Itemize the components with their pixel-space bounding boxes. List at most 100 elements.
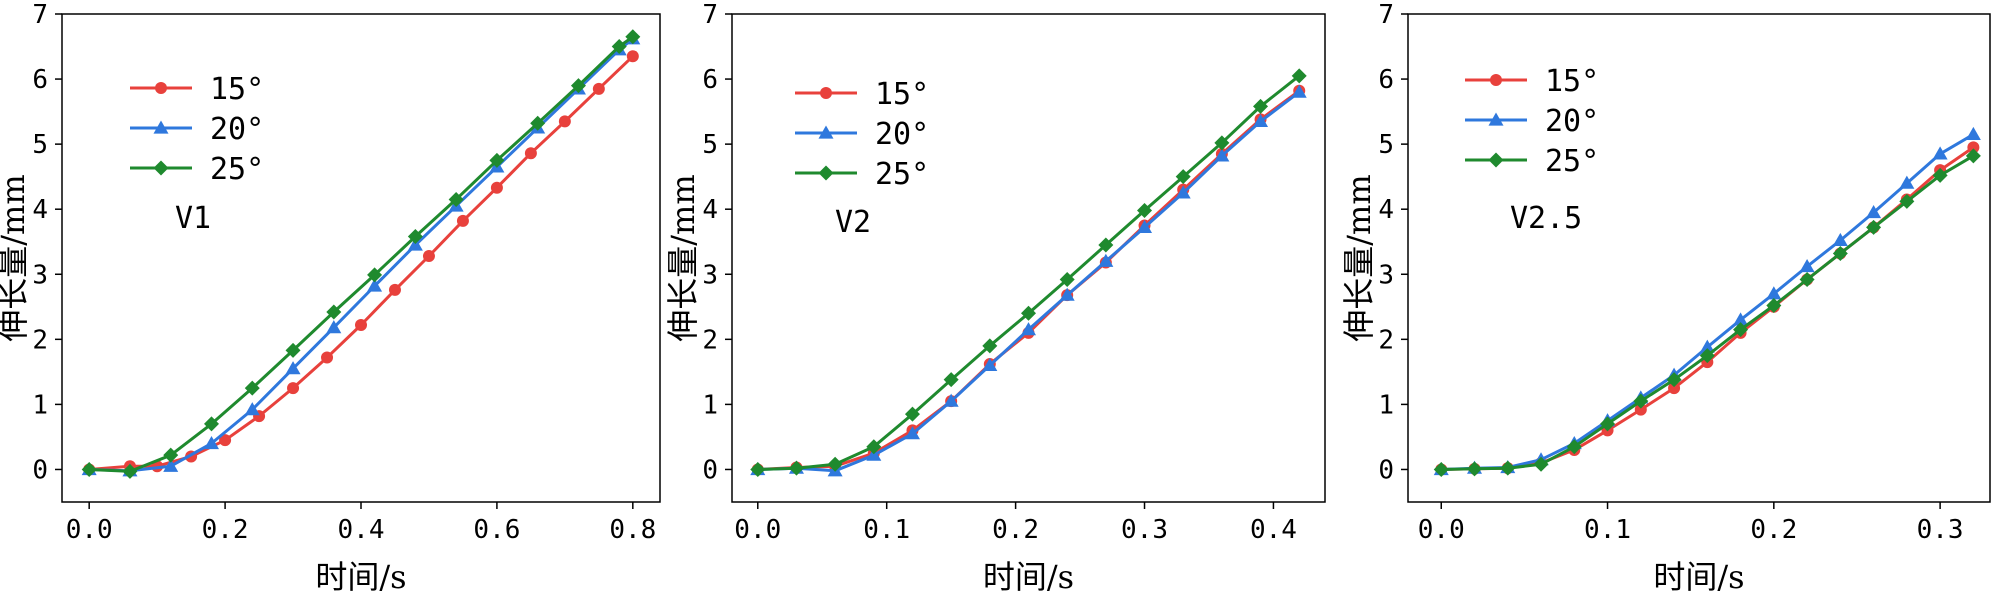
y-tick-label: 4 xyxy=(1378,195,1394,225)
plot-frame xyxy=(731,13,1326,503)
data-point xyxy=(943,372,959,388)
series-line xyxy=(1441,133,1975,471)
legend-marker xyxy=(155,82,167,94)
y-tick-label: 0 xyxy=(702,455,718,485)
data-point xyxy=(244,402,260,416)
legend-marker xyxy=(153,160,169,176)
series-line xyxy=(757,74,1301,471)
data-point xyxy=(1965,126,1981,140)
data-point xyxy=(326,320,342,334)
data-point xyxy=(750,461,766,477)
data-point xyxy=(788,460,804,476)
y-tick-label: 1 xyxy=(32,390,48,420)
panel-annotation: V2.5 xyxy=(1510,201,1582,236)
data-point xyxy=(1214,135,1230,151)
y-axis-title: 伸长量/mm xyxy=(664,174,702,341)
data-point xyxy=(1059,287,1075,301)
y-tick-label: 2 xyxy=(1378,325,1394,355)
data-point xyxy=(827,456,843,472)
legend-marker xyxy=(153,120,169,134)
data-point xyxy=(1899,175,1915,189)
y-tick-label: 5 xyxy=(1378,130,1394,160)
legend-label: 15° xyxy=(210,72,264,107)
data-point xyxy=(448,191,464,207)
x-tick-label: 0.0 xyxy=(734,515,781,545)
data-point xyxy=(163,447,179,463)
legend-label: 20° xyxy=(875,117,929,152)
data-point xyxy=(1932,146,1948,160)
y-tick-label: 0 xyxy=(1378,455,1394,485)
y-tick-label: 1 xyxy=(1378,390,1394,420)
data-point xyxy=(81,461,97,477)
data-point xyxy=(456,214,469,227)
y-tick-label: 6 xyxy=(32,65,48,95)
data-point xyxy=(982,338,998,354)
x-tick-label: 0.2 xyxy=(1750,515,1797,545)
data-point xyxy=(1137,219,1153,234)
data-point xyxy=(1932,167,1948,183)
data-point xyxy=(321,351,334,364)
data-point xyxy=(866,439,882,455)
data-point xyxy=(367,278,383,292)
legend-label: 25° xyxy=(1545,144,1599,179)
legend: 15° 20° 25° xyxy=(795,77,929,192)
data-point xyxy=(904,406,920,422)
series-1 xyxy=(83,50,639,476)
y-tick-label: 7 xyxy=(1378,0,1394,30)
data-point xyxy=(1633,393,1649,409)
data-point xyxy=(1799,258,1815,273)
y-tick-label: 6 xyxy=(702,65,718,95)
data-point xyxy=(570,78,586,94)
data-point xyxy=(1866,219,1882,235)
data-point xyxy=(1967,141,1980,154)
data-point xyxy=(285,342,301,358)
y-tick-label: 4 xyxy=(702,195,718,225)
data-point xyxy=(592,82,605,95)
legend-label: 15° xyxy=(1545,64,1599,99)
y-tick-label: 5 xyxy=(32,130,48,160)
legend-label: 25° xyxy=(875,157,929,192)
y-tick-label: 3 xyxy=(702,260,718,290)
data-point xyxy=(530,115,546,131)
legend-label: 20° xyxy=(210,112,264,147)
data-point xyxy=(1699,348,1715,364)
data-point xyxy=(407,237,423,251)
legend-marker xyxy=(818,165,834,181)
panel-annotation: V2 xyxy=(835,205,871,240)
y-tick-label: 2 xyxy=(702,325,718,355)
data-point xyxy=(244,380,260,396)
data-point xyxy=(611,39,627,55)
series-line xyxy=(757,90,1301,473)
data-point xyxy=(558,115,571,128)
series-3 xyxy=(1433,148,1981,477)
data-point xyxy=(122,463,138,479)
data-point xyxy=(1533,456,1549,472)
data-point xyxy=(1500,460,1516,476)
y-tick-label: 3 xyxy=(1378,260,1394,290)
y-tick-label: 3 xyxy=(32,260,48,290)
data-point xyxy=(326,304,342,320)
data-point xyxy=(1433,461,1449,477)
y-tick-label: 7 xyxy=(702,0,718,30)
data-point xyxy=(1253,113,1269,127)
x-tick-label: 0.2 xyxy=(992,515,1039,545)
series-2 xyxy=(1433,126,1981,476)
y-tick-label: 2 xyxy=(32,325,48,355)
data-point xyxy=(1832,245,1848,261)
data-point xyxy=(626,50,639,63)
data-point xyxy=(982,357,998,371)
data-point xyxy=(285,361,301,375)
x-tick-label: 0.8 xyxy=(609,515,656,545)
data-point xyxy=(1600,416,1616,432)
y-tick-label: 4 xyxy=(32,195,48,225)
x-tick-label: 0.0 xyxy=(1418,515,1465,545)
y-tick-label: 7 xyxy=(32,0,48,30)
legend-label: 20° xyxy=(1545,104,1599,139)
data-point xyxy=(1467,461,1483,477)
x-tick-label: 0.2 xyxy=(202,515,249,545)
x-tick-label: 0.1 xyxy=(1584,515,1631,545)
data-point xyxy=(943,393,959,407)
data-point xyxy=(355,319,367,332)
chart-panel-2: 0 1 2 3 4 5 6 7 0.0 0.1 0.2 0.3 0.4 时间/s 伸长量/mm 15° 20° 2… xyxy=(664,0,1326,596)
series-line xyxy=(89,35,634,473)
